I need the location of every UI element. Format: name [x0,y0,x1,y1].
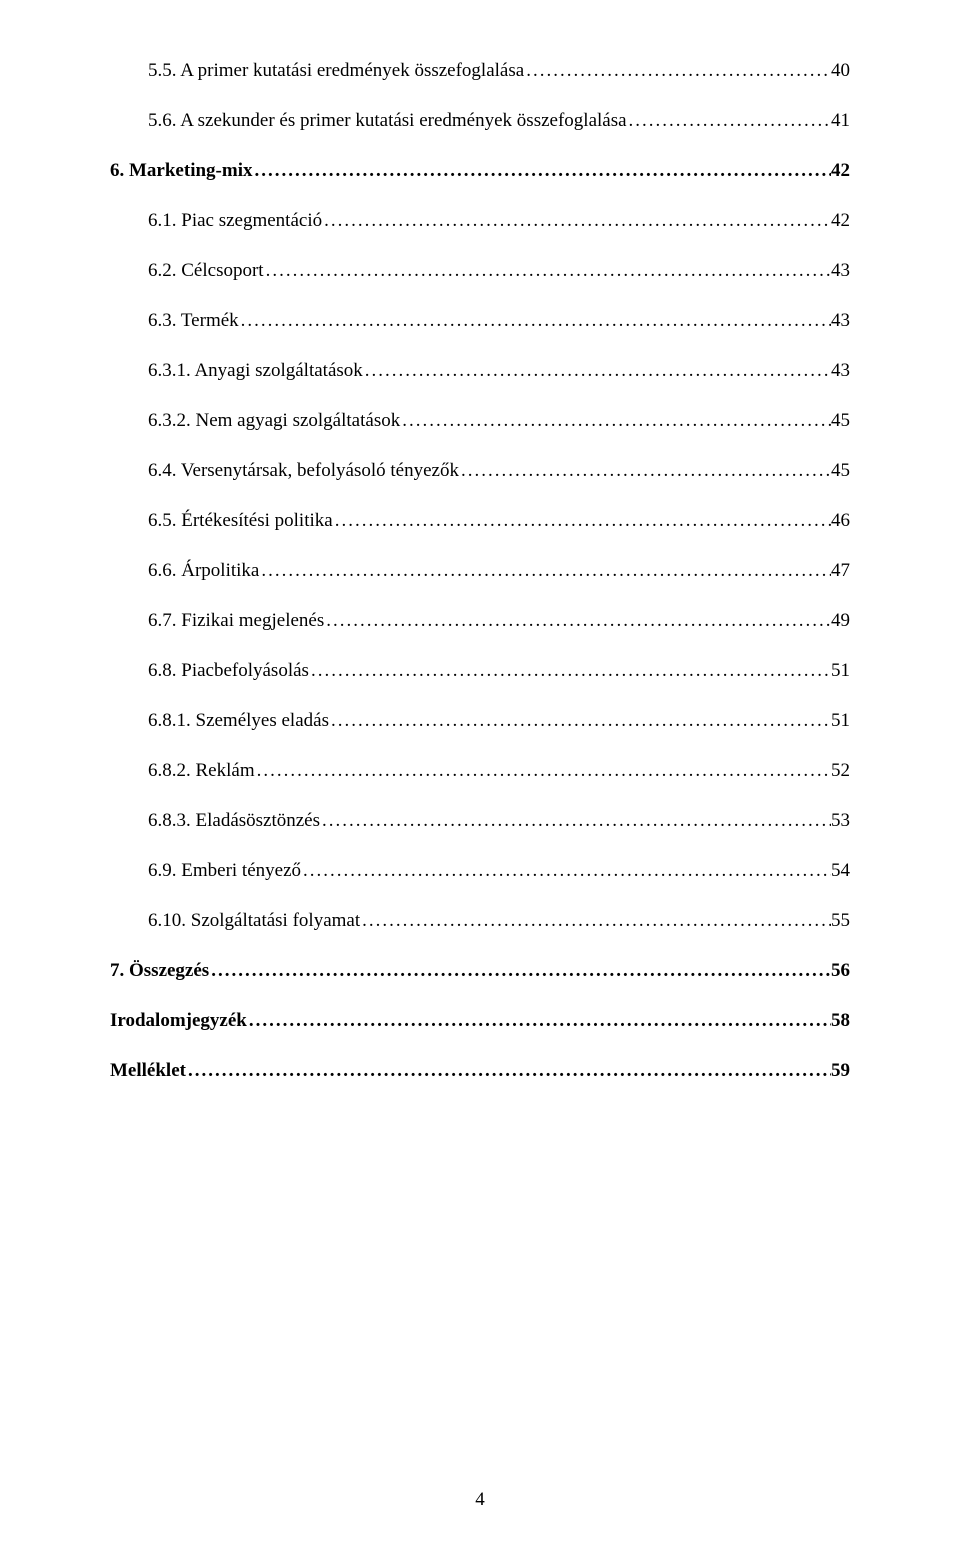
toc-leader-dots [324,610,831,632]
toc-entry: 6.1. Piac szegmentáció 42 [110,210,850,232]
toc-entry-page: 56 [831,960,850,982]
toc-entry-label: 6.3.1. Anyagi szolgáltatások [148,360,363,382]
toc-entry-page: 45 [831,410,850,432]
toc-entry-page: 46 [831,510,850,532]
toc-entry: Irodalomjegyzék 58 [110,1010,850,1032]
toc-leader-dots [301,860,831,882]
toc-entry-label: 6.8.1. Személyes eladás [148,710,329,732]
toc-entry: 6.6. Árpolitika 47 [110,560,850,582]
toc-entry: 6.3.2. Nem agyagi szolgáltatások 45 [110,410,850,432]
toc-entry-page: 42 [831,210,850,232]
toc-entry-label: 6.3.2. Nem agyagi szolgáltatások [148,410,400,432]
toc-leader-dots [252,160,831,182]
toc-leader-dots [322,210,831,232]
toc-entry: 6.8.2. Reklám 52 [110,760,850,782]
toc-entry-page: 42 [831,160,850,182]
toc-entry-page: 54 [831,860,850,882]
toc-entry-label: 6.1. Piac szegmentáció [148,210,322,232]
toc-entry-label: Melléklet [110,1060,186,1082]
toc-entry: 6.4. Versenytársak, befolyásoló tényezők… [110,460,850,482]
page-number: 4 [0,1489,960,1511]
toc-entry-label: 6.8.2. Reklám [148,760,255,782]
toc-entry-page: 43 [831,360,850,382]
toc-entry-page: 58 [831,1010,850,1032]
toc-leader-dots [209,960,831,982]
toc-entry: 6.8. Piacbefolyásolás 51 [110,660,850,682]
toc-entry-page: 40 [831,60,850,82]
toc-leader-dots [309,660,831,682]
toc-entry: 6.10. Szolgáltatási folyamat 55 [110,910,850,932]
toc-leader-dots [247,1010,831,1032]
toc-entry: 6.9. Emberi tényező 54 [110,860,850,882]
toc-entry-label: 5.6. A szekunder és primer kutatási ered… [148,110,627,132]
toc-entry: 6.2. Célcsoport 43 [110,260,850,282]
toc-entry: 6.8.1. Személyes eladás 51 [110,710,850,732]
toc-leader-dots [186,1060,831,1082]
toc-leader-dots [627,110,831,132]
toc-entry-label: 6.10. Szolgáltatási folyamat [148,910,360,932]
toc-leader-dots [400,410,831,432]
toc-entry-page: 43 [831,310,850,332]
toc-entry-page: 43 [831,260,850,282]
toc-entry-label: 6.2. Célcsoport [148,260,264,282]
toc-leader-dots [333,510,831,532]
toc-entry-label: 7. Összegzés [110,960,209,982]
toc-entry: 5.5. A primer kutatási eredmények összef… [110,60,850,82]
toc-entry-label: 5.5. A primer kutatási eredmények összef… [148,60,524,82]
toc-entry: 5.6. A szekunder és primer kutatási ered… [110,110,850,132]
toc-entry: Melléklet 59 [110,1060,850,1082]
toc-entry: 6.3. Termék 43 [110,310,850,332]
toc-entry-page: 47 [831,560,850,582]
toc-entry-label: Irodalomjegyzék [110,1010,247,1032]
toc-entry: 6. Marketing-mix 42 [110,160,850,182]
toc-entry: 6.7. Fizikai megjelenés 49 [110,610,850,632]
toc-entry-page: 41 [831,110,850,132]
toc-entry-page: 52 [831,760,850,782]
toc-entry-label: 6.8. Piacbefolyásolás [148,660,309,682]
toc-entry-page: 49 [831,610,850,632]
toc-entry-label: 6.9. Emberi tényező [148,860,301,882]
toc-entry: 6.3.1. Anyagi szolgáltatások 43 [110,360,850,382]
page: 5.5. A primer kutatási eredmények összef… [0,0,960,1561]
toc-entry-page: 51 [831,710,850,732]
toc-entry-label: 6. Marketing-mix [110,160,252,182]
toc-entry-page: 55 [831,910,850,932]
toc-entry-label: 6.3. Termék [148,310,239,332]
toc-leader-dots [329,710,831,732]
toc-entry-page: 59 [831,1060,850,1082]
toc-entry: 7. Összegzés 56 [110,960,850,982]
toc-entry-page: 53 [831,810,850,832]
toc-entry: 6.8.3. Eladásösztönzés 53 [110,810,850,832]
toc-entry: 6.5. Értékesítési politika 46 [110,510,850,532]
toc-leader-dots [363,360,831,382]
toc-leader-dots [239,310,831,332]
toc-entry-label: 6.8.3. Eladásösztönzés [148,810,320,832]
toc-entry-page: 51 [831,660,850,682]
toc-entry-label: 6.4. Versenytársak, befolyásoló tényezők [148,460,459,482]
table-of-contents: 5.5. A primer kutatási eredmények összef… [110,60,850,1082]
toc-entry-label: 6.5. Értékesítési politika [148,510,333,532]
toc-leader-dots [320,810,831,832]
toc-leader-dots [259,560,831,582]
toc-leader-dots [524,60,831,82]
toc-leader-dots [255,760,831,782]
toc-leader-dots [264,260,831,282]
toc-entry-label: 6.6. Árpolitika [148,560,259,582]
toc-entry-page: 45 [831,460,850,482]
toc-entry-label: 6.7. Fizikai megjelenés [148,610,324,632]
toc-leader-dots [459,460,831,482]
toc-leader-dots [360,910,831,932]
